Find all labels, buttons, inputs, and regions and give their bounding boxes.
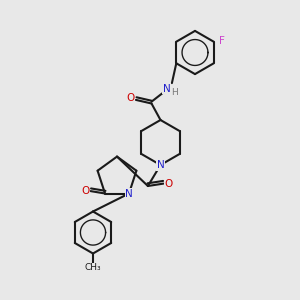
Text: F: F bbox=[219, 36, 225, 46]
Text: O: O bbox=[81, 186, 89, 196]
Text: N: N bbox=[157, 160, 164, 170]
Text: O: O bbox=[165, 178, 173, 189]
Text: N: N bbox=[163, 83, 170, 94]
Text: O: O bbox=[126, 93, 135, 103]
Text: CH₃: CH₃ bbox=[85, 263, 101, 272]
Text: N: N bbox=[125, 188, 133, 199]
Text: H: H bbox=[172, 88, 178, 97]
